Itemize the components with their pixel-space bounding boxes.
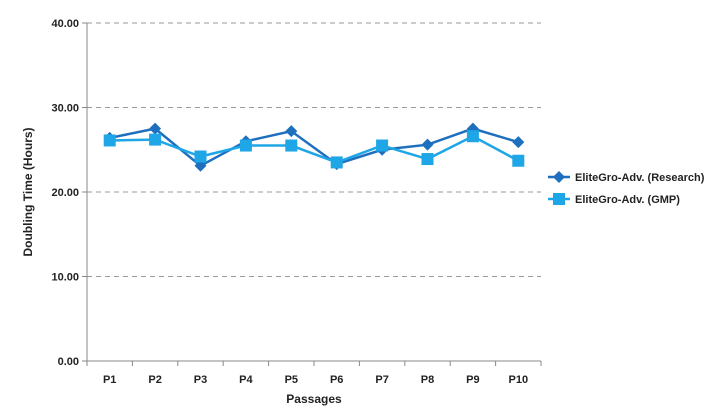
x-axis-ticks: P1 P2 P3 P4 P5 P6 P7 P8 P9 P10 [86,361,542,386]
y-tick-label: 30.00 [51,103,79,115]
square-marker [239,139,252,152]
diamond-marker [149,122,162,135]
square-marker [512,154,525,167]
series-line [109,134,519,164]
x-tick-label: P9 [466,374,479,386]
x-tick-label: P2 [148,374,161,386]
legend-entry: EliteGro-Adv. (Research) [548,171,705,184]
legend-marker [553,193,565,205]
legend-label: EliteGro-Adv. (GMP) [575,194,680,206]
x-tick-label: P5 [285,374,298,386]
gridlines [87,22,541,277]
diamond-marker [194,159,207,172]
legend-label: EliteGro-Adv. (Research) [575,172,705,184]
x-tick-label: P10 [509,374,529,386]
diamond-marker [421,138,434,151]
y-axis-ticks: 0.00 10.00 20.00 30.00 40.00 [51,18,87,368]
square-marker [330,156,343,169]
legend-marker [553,171,565,183]
series-lines [103,122,525,172]
y-axis-title: Doubling Time (Hours) [21,127,35,256]
series-1 [103,122,525,172]
y-tick-label: 40.00 [51,18,79,30]
y-tick-label: 0.00 [58,356,79,368]
square-marker [103,134,116,147]
x-tick-label: P8 [421,374,434,386]
series-line [109,127,519,168]
series-2 [103,130,525,169]
diamond-marker [285,125,298,138]
square-marker [149,133,162,146]
square-marker [421,153,434,166]
y-tick-label: 10.00 [51,272,79,284]
square-marker [194,150,207,163]
legend-entry: EliteGro-Adv. (GMP) [548,193,680,206]
square-marker [466,130,479,143]
square-marker [376,139,389,152]
x-tick-label: P4 [239,374,253,386]
legend: EliteGro-Adv. (Research) EliteGro-Adv. (G… [548,171,705,206]
x-tick-label: P6 [330,374,343,386]
x-tick-label: P7 [375,374,388,386]
y-tick-label: 20.00 [51,187,79,199]
x-tick-label: P1 [103,374,116,386]
x-tick-label: P3 [194,374,207,386]
square-marker [285,139,298,152]
x-axis-title: Passages [286,392,342,406]
diamond-marker [512,136,525,149]
